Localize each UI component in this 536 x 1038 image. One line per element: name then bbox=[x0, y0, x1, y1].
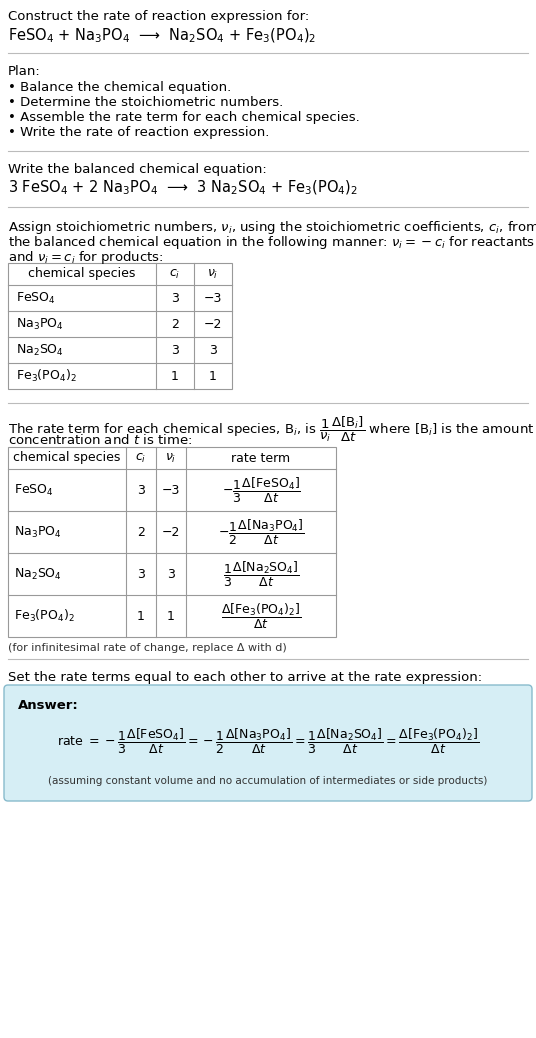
Text: Na$_2$SO$_4$: Na$_2$SO$_4$ bbox=[14, 567, 62, 581]
Text: Na$_2$SO$_4$: Na$_2$SO$_4$ bbox=[16, 343, 64, 357]
Text: $-\dfrac{1}{2}\dfrac{\Delta[\mathrm{Na_3PO_4}]}{\Delta t}$: $-\dfrac{1}{2}\dfrac{\Delta[\mathrm{Na_3… bbox=[218, 518, 304, 546]
Bar bbox=[8, 263, 232, 389]
Text: and $\nu_i = c_i$ for products:: and $\nu_i = c_i$ for products: bbox=[8, 249, 163, 266]
Text: FeSO$_4$: FeSO$_4$ bbox=[16, 291, 56, 305]
Text: 1: 1 bbox=[167, 609, 175, 623]
Text: −2: −2 bbox=[204, 318, 222, 330]
Text: rate term: rate term bbox=[232, 452, 291, 464]
Text: −3: −3 bbox=[162, 484, 180, 496]
Text: Answer:: Answer: bbox=[18, 699, 79, 712]
Text: 1: 1 bbox=[209, 370, 217, 382]
Text: Assign stoichiometric numbers, $\nu_i$, using the stoichiometric coefficients, $: Assign stoichiometric numbers, $\nu_i$, … bbox=[8, 219, 536, 236]
Text: chemical species: chemical species bbox=[28, 268, 136, 280]
Text: 3: 3 bbox=[171, 344, 179, 356]
Text: chemical species: chemical species bbox=[13, 452, 121, 464]
Text: $\nu_i$: $\nu_i$ bbox=[207, 268, 219, 280]
Text: the balanced chemical equation in the following manner: $\nu_i = -c_i$ for react: the balanced chemical equation in the fo… bbox=[8, 234, 535, 251]
Text: 3: 3 bbox=[137, 484, 145, 496]
Text: concentration and $t$ is time:: concentration and $t$ is time: bbox=[8, 433, 192, 447]
Text: Write the balanced chemical equation:: Write the balanced chemical equation: bbox=[8, 163, 267, 176]
Text: −2: −2 bbox=[162, 525, 180, 539]
Text: Na$_3$PO$_4$: Na$_3$PO$_4$ bbox=[14, 524, 62, 540]
Text: • Determine the stoichiometric numbers.: • Determine the stoichiometric numbers. bbox=[8, 95, 283, 109]
Text: • Balance the chemical equation.: • Balance the chemical equation. bbox=[8, 81, 231, 94]
Text: Fe$_3$(PO$_4$)$_2$: Fe$_3$(PO$_4$)$_2$ bbox=[16, 367, 77, 384]
Text: 1: 1 bbox=[137, 609, 145, 623]
Text: • Assemble the rate term for each chemical species.: • Assemble the rate term for each chemic… bbox=[8, 111, 360, 124]
Text: 2: 2 bbox=[137, 525, 145, 539]
Text: The rate term for each chemical species, B$_i$, is $\dfrac{1}{\nu_i}\dfrac{\Delt: The rate term for each chemical species,… bbox=[8, 415, 534, 444]
Text: • Write the rate of reaction expression.: • Write the rate of reaction expression. bbox=[8, 126, 270, 139]
Text: Fe$_3$(PO$_4$)$_2$: Fe$_3$(PO$_4$)$_2$ bbox=[14, 608, 75, 624]
Text: FeSO$_4$: FeSO$_4$ bbox=[14, 483, 54, 497]
Text: $\nu_i$: $\nu_i$ bbox=[165, 452, 177, 465]
Text: 3: 3 bbox=[167, 568, 175, 580]
Text: −3: −3 bbox=[204, 292, 222, 304]
FancyBboxPatch shape bbox=[4, 685, 532, 801]
Text: $c_i$: $c_i$ bbox=[136, 452, 147, 465]
Text: (assuming constant volume and no accumulation of intermediates or side products): (assuming constant volume and no accumul… bbox=[48, 776, 488, 786]
Text: FeSO$_4$ + Na$_3$PO$_4$  ⟶  Na$_2$SO$_4$ + Fe$_3$(PO$_4$)$_2$: FeSO$_4$ + Na$_3$PO$_4$ ⟶ Na$_2$SO$_4$ +… bbox=[8, 27, 316, 46]
Text: 2: 2 bbox=[171, 318, 179, 330]
Text: 3: 3 bbox=[137, 568, 145, 580]
Text: $-\dfrac{1}{3}\dfrac{\Delta[\mathrm{FeSO_4}]}{\Delta t}$: $-\dfrac{1}{3}\dfrac{\Delta[\mathrm{FeSO… bbox=[221, 475, 301, 504]
Text: 3: 3 bbox=[171, 292, 179, 304]
Text: Set the rate terms equal to each other to arrive at the rate expression:: Set the rate terms equal to each other t… bbox=[8, 671, 482, 684]
Text: (for infinitesimal rate of change, replace Δ with d): (for infinitesimal rate of change, repla… bbox=[8, 643, 287, 653]
Text: rate $= -\dfrac{1}{3}\dfrac{\Delta[\mathrm{FeSO_4}]}{\Delta t} = -\dfrac{1}{2}\d: rate $= -\dfrac{1}{3}\dfrac{\Delta[\math… bbox=[57, 727, 479, 756]
Text: 1: 1 bbox=[171, 370, 179, 382]
Bar bbox=[8, 447, 336, 637]
Text: 3 FeSO$_4$ + 2 Na$_3$PO$_4$  ⟶  3 Na$_2$SO$_4$ + Fe$_3$(PO$_4$)$_2$: 3 FeSO$_4$ + 2 Na$_3$PO$_4$ ⟶ 3 Na$_2$SO… bbox=[8, 179, 358, 197]
Text: $\dfrac{\Delta[\mathrm{Fe_3(PO_4)_2}]}{\Delta t}$: $\dfrac{\Delta[\mathrm{Fe_3(PO_4)_2}]}{\… bbox=[221, 601, 301, 630]
Text: Construct the rate of reaction expression for:: Construct the rate of reaction expressio… bbox=[8, 10, 309, 23]
Text: Plan:: Plan: bbox=[8, 65, 41, 78]
Text: $\dfrac{1}{3}\dfrac{\Delta[\mathrm{Na_2SO_4}]}{\Delta t}$: $\dfrac{1}{3}\dfrac{\Delta[\mathrm{Na_2S… bbox=[222, 559, 299, 589]
Text: $c_i$: $c_i$ bbox=[169, 268, 181, 280]
Text: Na$_3$PO$_4$: Na$_3$PO$_4$ bbox=[16, 317, 64, 331]
Text: 3: 3 bbox=[209, 344, 217, 356]
